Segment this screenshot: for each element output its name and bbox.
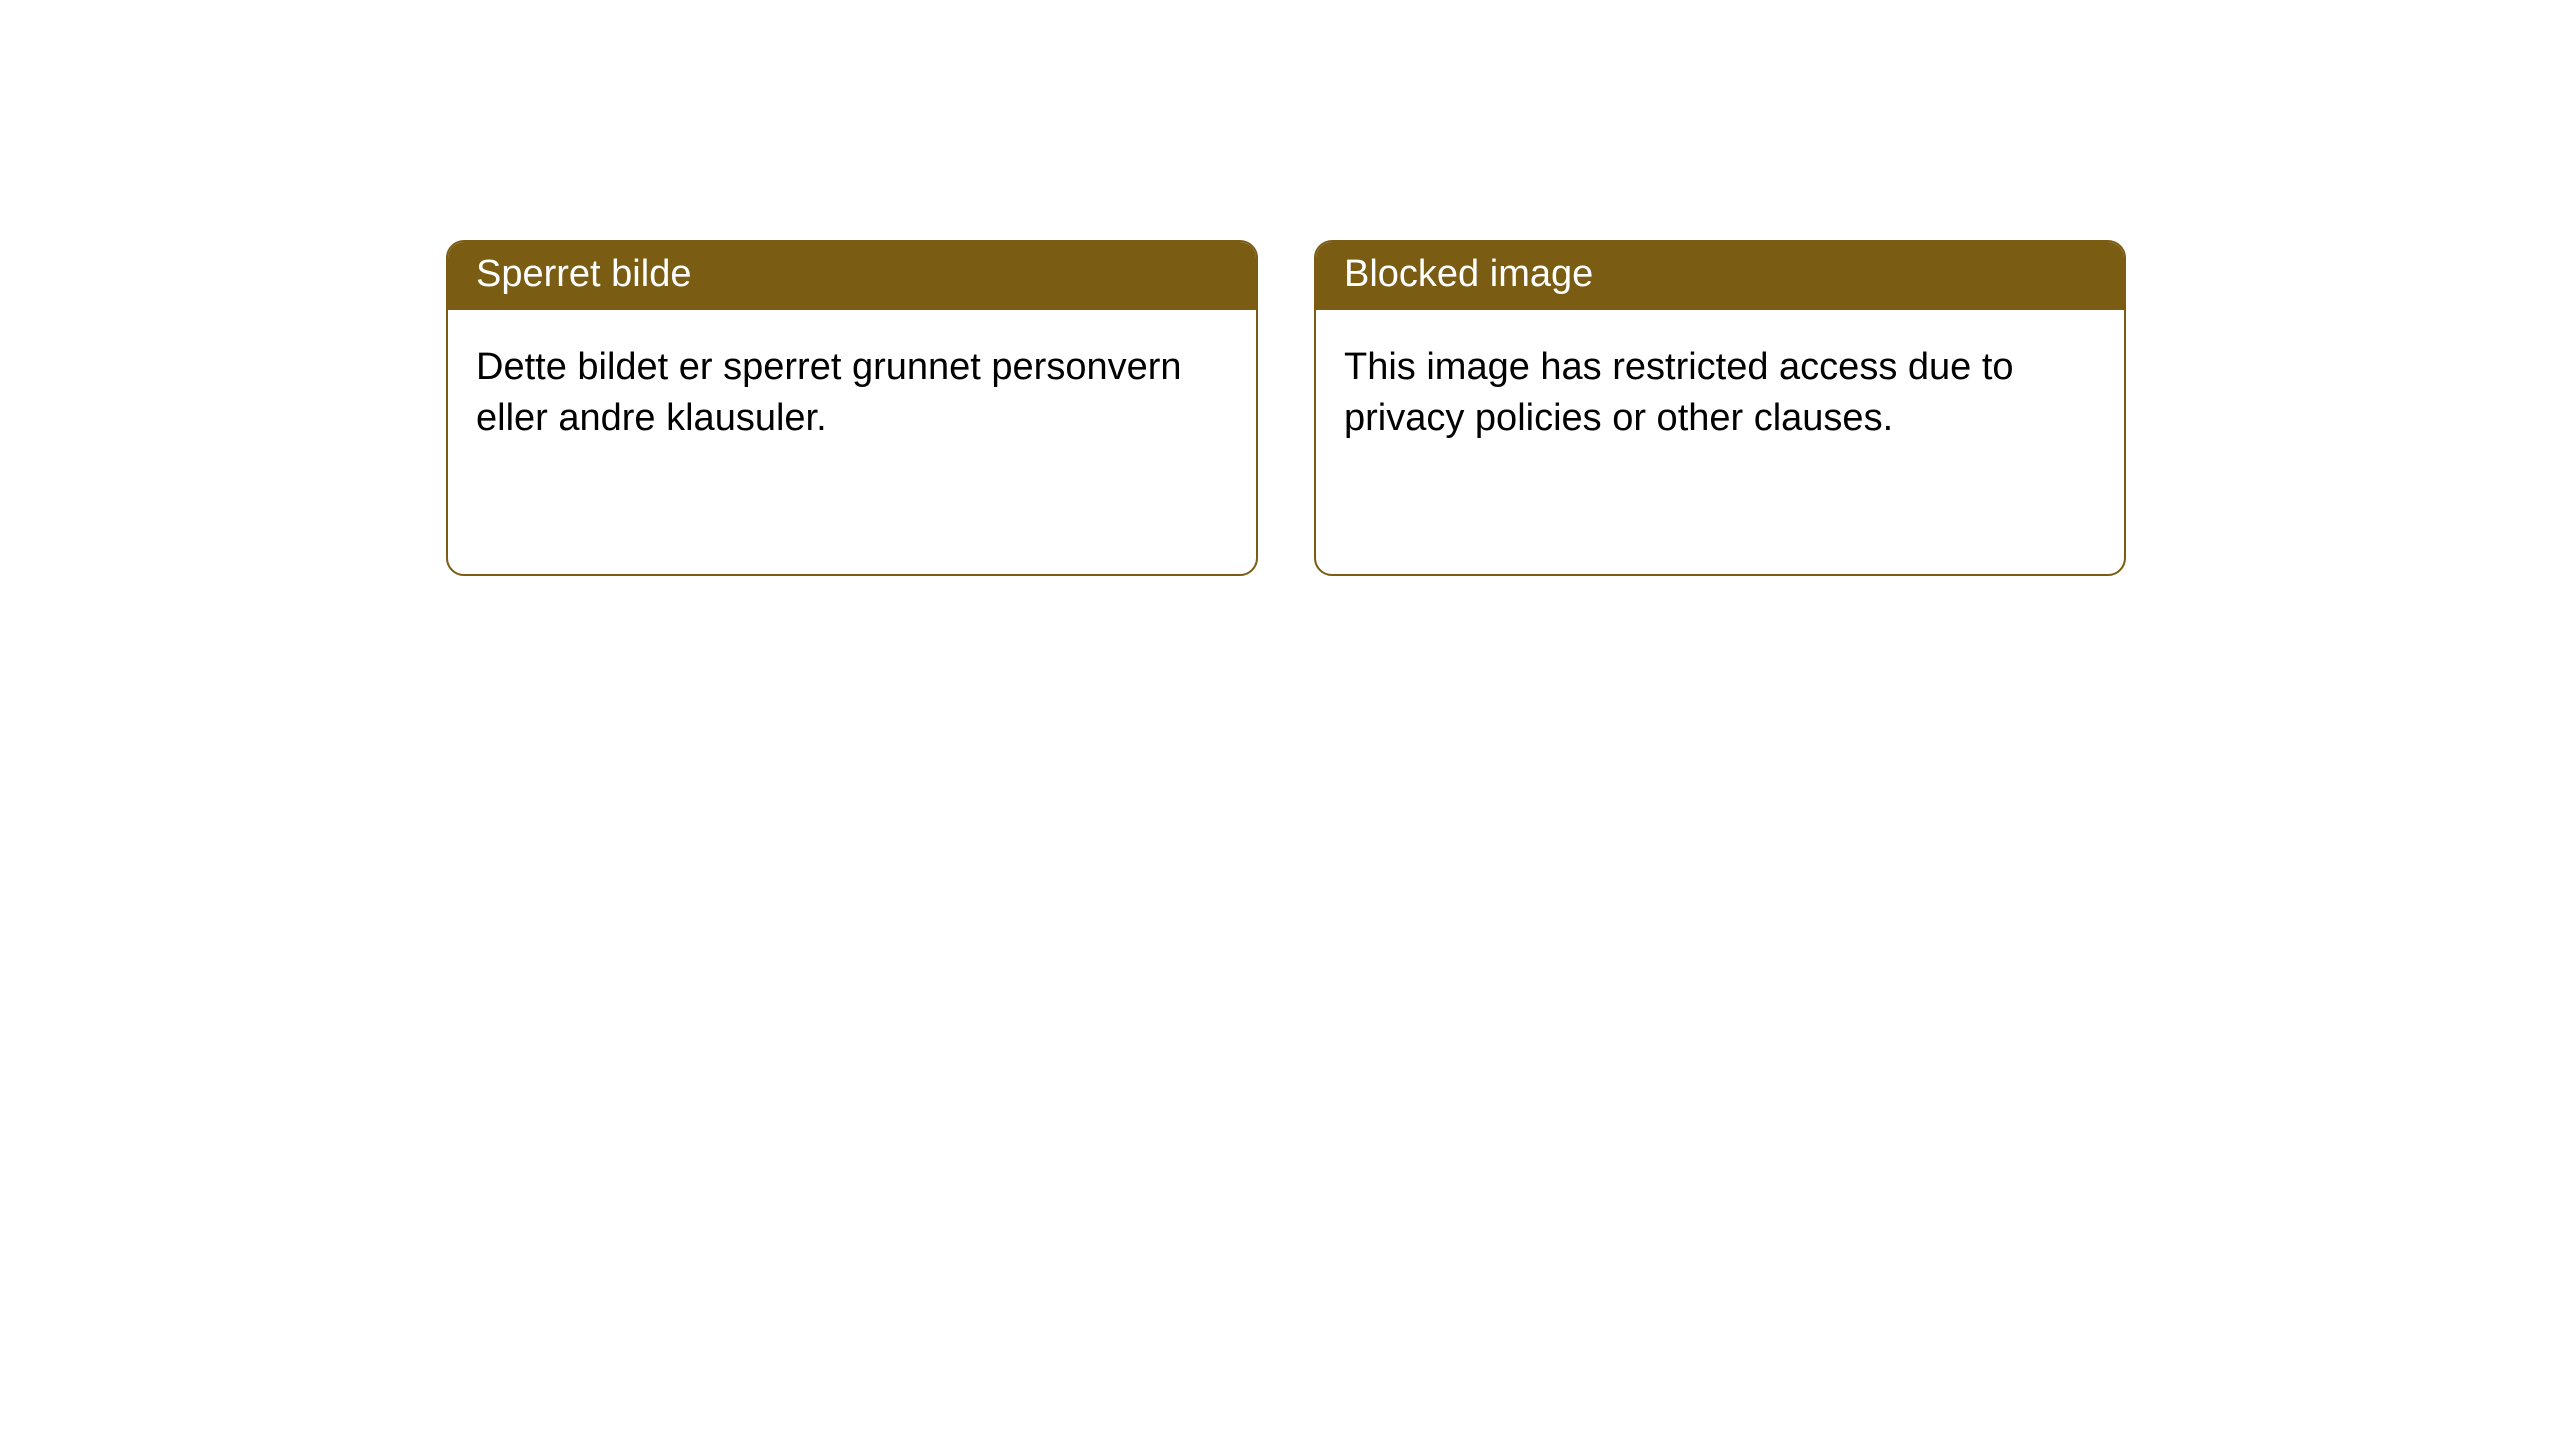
blocked-image-card-en: Blocked image This image has restricted … xyxy=(1314,240,2126,576)
blocked-image-card-no: Sperret bilde Dette bildet er sperret gr… xyxy=(446,240,1258,576)
notice-container: Sperret bilde Dette bildet er sperret gr… xyxy=(0,0,2560,576)
card-header-en: Blocked image xyxy=(1316,242,2124,310)
card-header-no: Sperret bilde xyxy=(448,242,1256,310)
card-body-no: Dette bildet er sperret grunnet personve… xyxy=(448,310,1256,477)
card-body-en: This image has restricted access due to … xyxy=(1316,310,2124,477)
